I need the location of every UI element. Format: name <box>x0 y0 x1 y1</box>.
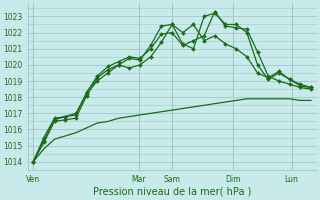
X-axis label: Pression niveau de la mer( hPa ): Pression niveau de la mer( hPa ) <box>93 187 251 197</box>
